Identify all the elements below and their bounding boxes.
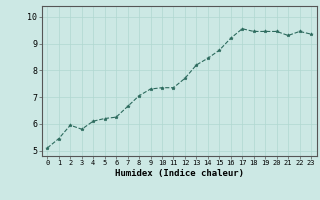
X-axis label: Humidex (Indice chaleur): Humidex (Indice chaleur) [115,169,244,178]
